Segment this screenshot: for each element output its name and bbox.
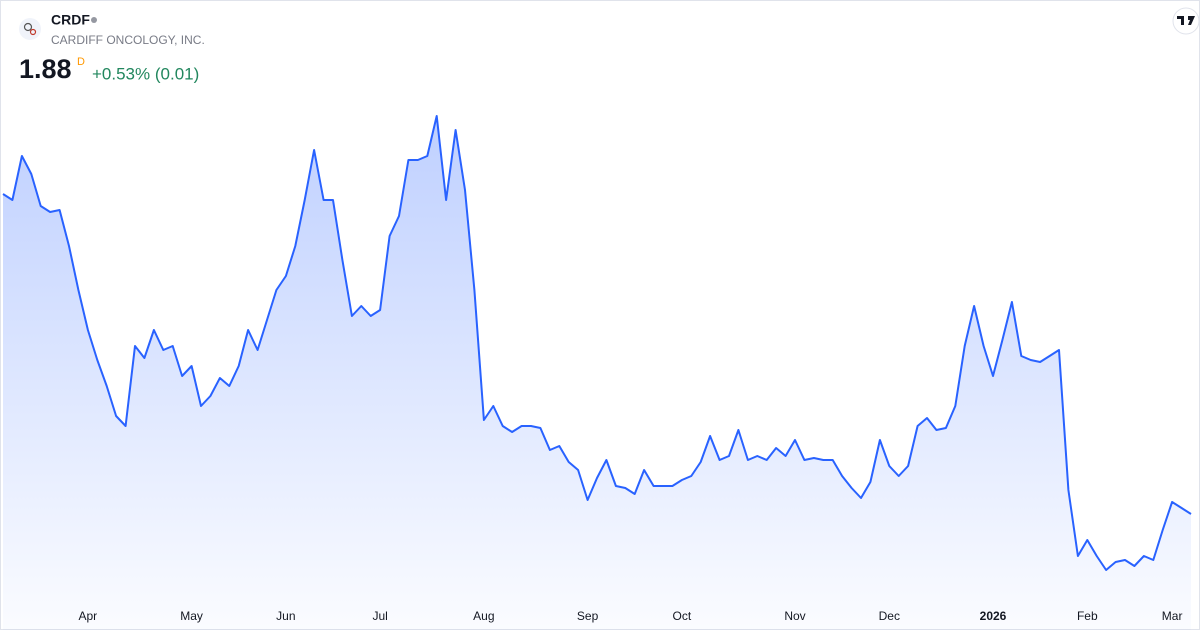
x-tick-label: Aug <box>473 609 494 623</box>
company-name: CARDIFF ONCOLOGY, INC. <box>51 33 205 47</box>
x-tick-label: Mar <box>1162 609 1183 623</box>
x-tick-label: Nov <box>784 609 805 623</box>
plot-area <box>2 115 1192 630</box>
price-change: +0.53% (0.01) <box>92 64 199 83</box>
logo <box>19 18 41 40</box>
status-dot <box>91 17 97 23</box>
logo-mark <box>23 22 33 32</box>
x-tick-label: May <box>180 609 203 623</box>
symbol: CRDF <box>51 12 90 28</box>
price-line <box>2 115 1192 571</box>
tradingview-logo[interactable] <box>1172 7 1200 35</box>
area-fill <box>3 116 1191 630</box>
x-tick-label: Feb <box>1077 609 1098 623</box>
x-tick-label: Sep <box>577 609 599 623</box>
x-tick-label: Apr <box>79 609 98 623</box>
x-tick-label: Dec <box>879 609 900 623</box>
interval: D <box>77 56 85 68</box>
price: 1.88 <box>19 54 72 84</box>
x-tick-label: Jul <box>372 609 387 623</box>
x-tick-label: 2026 <box>980 609 1007 623</box>
x-tick-label: Jun <box>276 609 295 623</box>
x-tick-label: Oct <box>673 609 692 623</box>
logo-mark <box>29 28 37 36</box>
